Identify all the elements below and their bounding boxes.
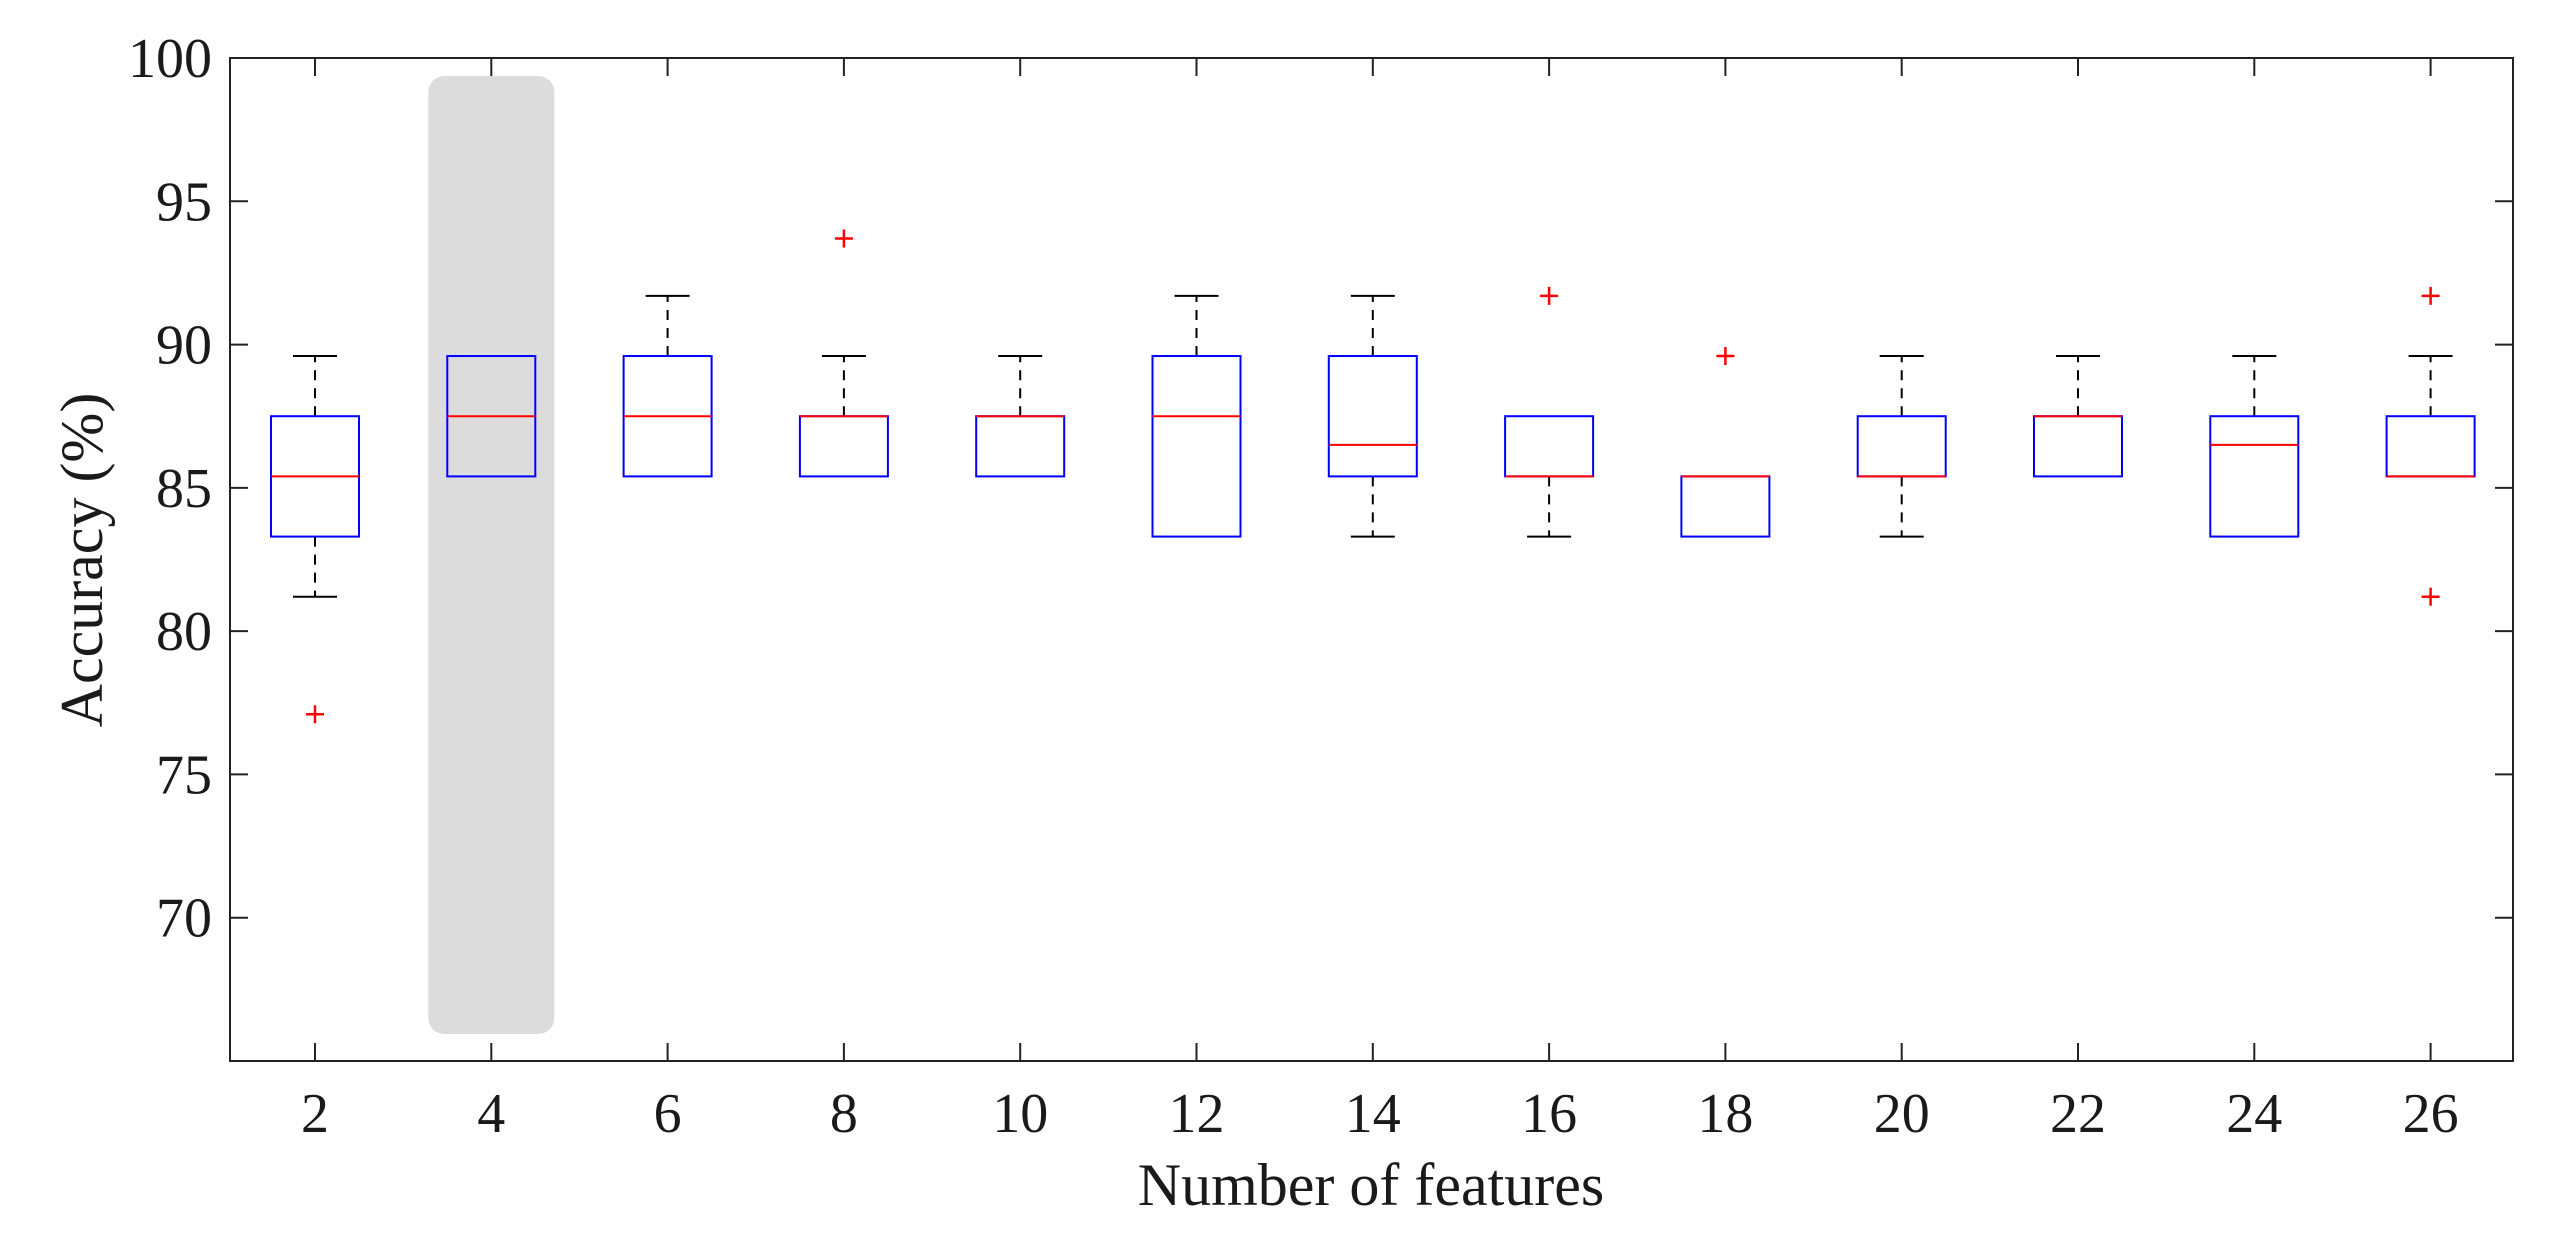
box-iqr [2033,415,2123,478]
y-tick-label: 80 [156,601,212,663]
box-14 [1327,294,1418,538]
box-iqr [1151,355,1242,538]
x-tick-label: 20 [1874,1083,1930,1145]
box-4 [446,355,537,478]
x-tick-label: 6 [654,1083,682,1145]
x-tick-label: 2 [301,1083,329,1145]
y-tick-label: 75 [156,744,212,806]
x-tick-label: 24 [2226,1083,2282,1145]
outlier-marker [1540,286,1559,305]
box-12 [1151,294,1242,538]
y-tick-label: 90 [156,315,212,377]
box-iqr [1856,415,1947,478]
x-tick-label: 8 [830,1083,858,1145]
outlier-marker [2421,286,2440,305]
box-16 [1504,286,1595,538]
box-iqr [2385,415,2476,478]
outlier-marker [2421,587,2440,606]
outlier-marker [306,705,324,724]
y-tick-label: 95 [156,171,212,233]
box-18 [1680,347,1771,538]
x-tick-label: 26 [2403,1083,2459,1145]
box-10 [975,355,1066,478]
x-tick-label: 16 [1521,1083,1577,1145]
boxes-layer [270,229,2476,724]
box-8 [798,229,889,478]
x-tick-label: 10 [992,1083,1048,1145]
box-iqr [1327,355,1418,478]
box-iqr [1680,475,1771,538]
x-axis-title: Number of features [1138,1152,1604,1218]
outlier-marker [834,229,853,248]
box-20 [1856,355,1947,538]
x-tick-label: 12 [1169,1083,1225,1145]
y-axis-title: Accuracy (%) [49,393,115,728]
highlight-layer [428,76,555,1034]
box-26 [2385,286,2476,606]
y-tick-label: 100 [128,28,212,90]
box-iqr [798,415,889,478]
box-iqr [1504,415,1595,478]
box-22 [2033,355,2123,478]
x-axis-ticks: 2 4 6 8 10 12 14 16 18 20 22 24 26 [301,58,2459,1145]
y-tick-label: 85 [156,458,212,520]
x-tick-label: 14 [1345,1083,1401,1145]
box-24 [2209,355,2300,538]
x-tick-label: 18 [1697,1083,1753,1145]
outlier-marker [1716,347,1735,366]
box-iqr [975,415,1066,478]
box-iqr [2209,415,2300,538]
plot-frame [229,57,2514,1062]
y-axis-ticks: 70 75 80 85 90 95 100 [128,28,2513,950]
x-tick-label: 22 [2050,1083,2106,1145]
box-6 [622,294,713,478]
x-tick-label: 4 [477,1083,505,1145]
highlight-band [428,76,555,1034]
box-2 [270,355,360,724]
y-tick-label: 70 [156,888,212,950]
